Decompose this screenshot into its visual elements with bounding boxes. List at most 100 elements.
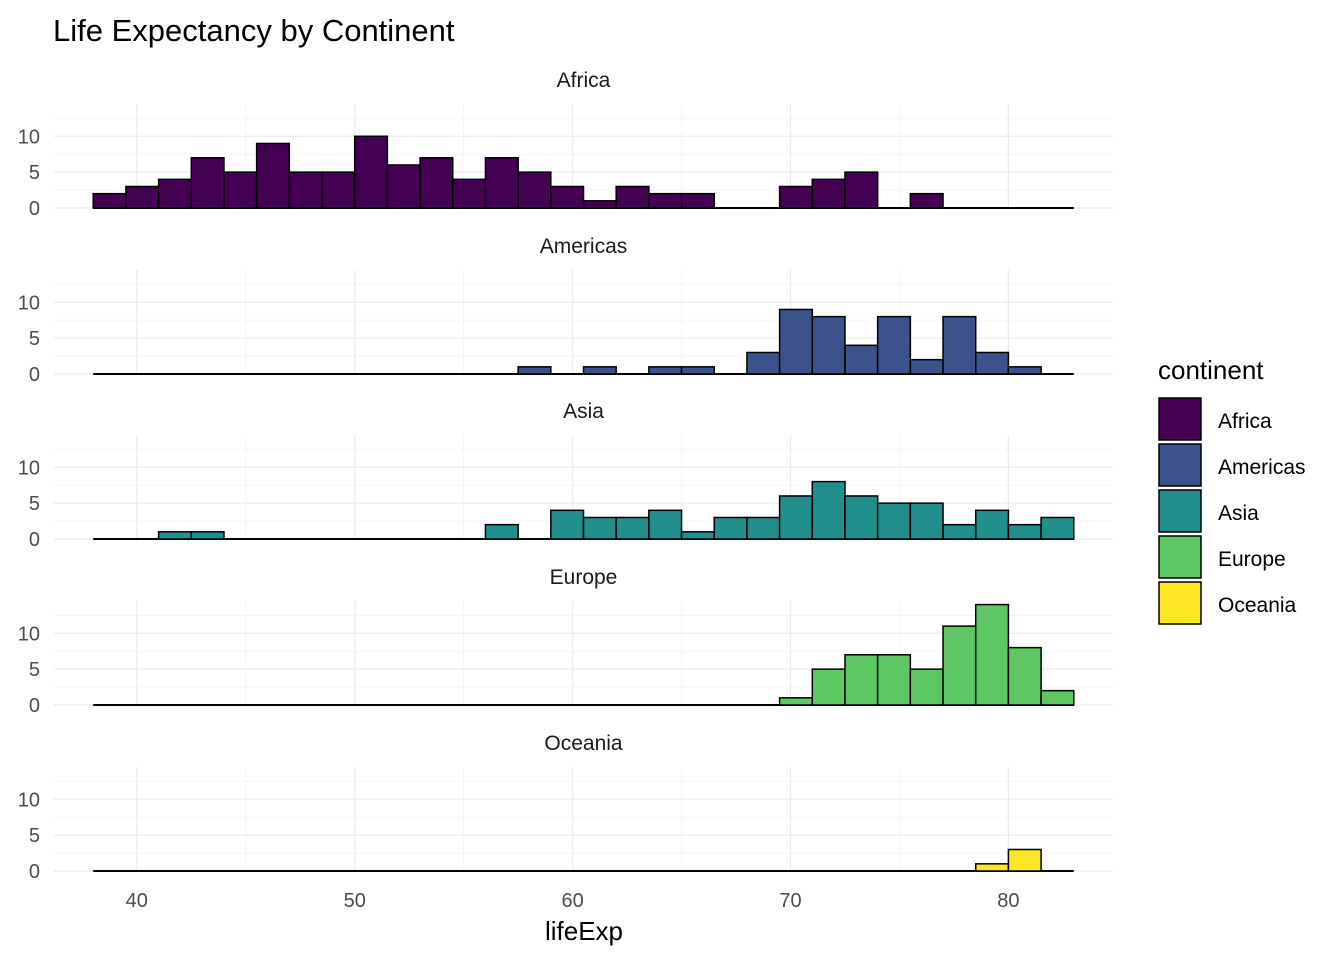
histogram-bar [321, 171, 356, 209]
histogram-bar [386, 164, 421, 209]
histogram-bar [778, 185, 814, 209]
y-tick-label: 0 [29, 529, 40, 551]
text-layer: Life Expectancy by Continent lifeExp Afr… [18, 13, 1020, 946]
histogram-bar [811, 480, 846, 540]
y-tick-label: 5 [29, 493, 40, 515]
y-tick-label: 10 [18, 457, 40, 479]
histogram-bar [844, 495, 879, 540]
x-axis-title: lifeExp [545, 916, 623, 946]
y-tick-label: 0 [29, 861, 40, 883]
histogram-bar [648, 509, 683, 540]
histogram-bar [778, 495, 814, 540]
y-tick-label: 10 [18, 789, 40, 811]
histogram-bar [811, 315, 846, 375]
histogram-bar [419, 157, 454, 209]
histogram-bar [550, 509, 585, 540]
histogram-bar [876, 315, 912, 375]
histogram-bar [974, 603, 1010, 706]
histogram-bar [942, 523, 977, 540]
histogram-bar [190, 531, 225, 540]
y-tick-label: 10 [18, 126, 40, 148]
bar-layer [92, 135, 1075, 872]
histogram-bar [942, 315, 977, 375]
histogram-bar [157, 178, 193, 209]
histogram-bar [876, 654, 912, 706]
x-tick-label: 80 [997, 890, 1019, 912]
histogram-bar [484, 523, 519, 540]
histogram-bar [582, 200, 617, 209]
legend-title: continent [1158, 355, 1264, 385]
histogram-bar [844, 171, 879, 209]
histogram-bar [615, 185, 650, 209]
histogram-bar [778, 697, 814, 706]
legend-key-asia [1158, 489, 1202, 533]
legend: continent Africa Americas Asia Europe Oceani… [1158, 355, 1306, 625]
grid-layer [54, 104, 1113, 872]
y-tick-label: 5 [29, 659, 40, 681]
histogram-bar [909, 668, 944, 706]
histogram-bar [746, 516, 781, 540]
facet-label-europe: Europe [550, 566, 618, 589]
histogram-bar [157, 531, 193, 540]
facet-label-oceania: Oceania [544, 732, 623, 755]
y-tick-label: 5 [29, 825, 40, 847]
histogram-bar [255, 142, 291, 209]
histogram-bar [582, 516, 617, 540]
histogram-bar [680, 192, 715, 209]
histogram-bar [517, 171, 552, 209]
legend-key-europe [1158, 535, 1202, 579]
histogram-bar [452, 178, 487, 209]
histogram-bar [713, 516, 748, 540]
histogram-bar [1007, 366, 1042, 375]
histogram-bar [942, 625, 977, 706]
histogram-bar [909, 192, 944, 209]
y-tick-label: 10 [18, 623, 40, 645]
y-tick-label: 10 [18, 292, 40, 314]
histogram-bar [582, 366, 617, 375]
legend-label-europe: Europe [1218, 548, 1286, 571]
histogram-bar [190, 157, 225, 209]
histogram-bar [223, 171, 258, 209]
chart-title: Life Expectancy by Continent [53, 13, 455, 48]
histogram-bar [1040, 689, 1075, 706]
histogram-bar [648, 192, 683, 209]
histogram-bar [844, 344, 879, 375]
histogram-bar [517, 366, 552, 375]
facet-label-asia: Asia [563, 400, 604, 423]
histogram-bar [615, 516, 650, 540]
y-tick-label: 5 [29, 162, 40, 184]
legend-label-asia: Asia [1218, 502, 1259, 525]
y-tick-label: 5 [29, 328, 40, 350]
histogram-bar [811, 668, 846, 706]
histogram-bar [92, 192, 127, 209]
legend-label-oceania: Oceania [1218, 594, 1297, 617]
legend-key-africa [1158, 397, 1202, 441]
legend-label-africa: Africa [1218, 410, 1272, 433]
histogram-bar [1007, 848, 1042, 872]
histogram-bar [974, 509, 1010, 540]
histogram-bar [1007, 523, 1042, 540]
x-tick-label: 70 [779, 890, 801, 912]
histogram-bar [876, 502, 912, 540]
legend-key-americas [1158, 443, 1202, 487]
histogram-bar [550, 185, 585, 209]
histogram-bar [680, 366, 715, 375]
x-tick-label: 60 [561, 890, 583, 912]
histogram-bar [746, 351, 781, 375]
histogram-bar [974, 863, 1010, 872]
histogram-bar [125, 185, 160, 209]
histogram-bar [844, 654, 879, 706]
facet-label-americas: Americas [540, 235, 628, 258]
histogram-bar [648, 366, 683, 375]
histogram-bar [1040, 516, 1075, 540]
histogram-bar [288, 171, 323, 209]
histogram-bar [778, 308, 814, 375]
facet-label-africa: Africa [557, 69, 611, 92]
legend-key-oceania [1158, 581, 1202, 625]
histogram-bar [680, 531, 715, 540]
histogram-bar [811, 178, 846, 209]
legend-label-americas: Americas [1218, 456, 1306, 479]
histogram-bar [353, 135, 389, 209]
y-tick-label: 0 [29, 695, 40, 717]
